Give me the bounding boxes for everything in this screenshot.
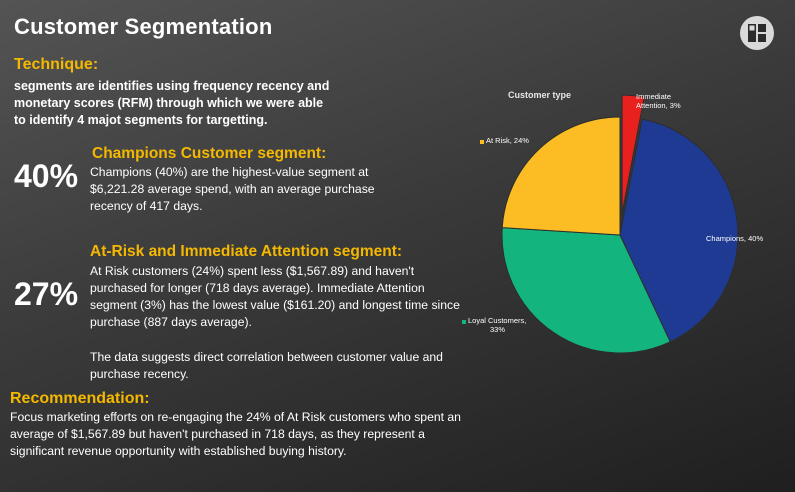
at-risk-percent: 27% [14,276,79,312]
data-label-champions: Champions, 40% [706,234,763,243]
data-label-at-risk: At Risk, 24% [486,136,529,145]
champions-heading: Champions Customer segment: [92,145,327,162]
label-marker-at-risk [480,140,484,144]
page-title: Customer Segmentation [14,14,273,39]
label-marker-champions [700,238,704,242]
logo-icon [740,16,774,50]
technique-heading: Technique: [14,56,99,73]
correlation-note: The data suggests direct correlation bet… [90,350,443,381]
champions-percent: 40% [14,158,79,194]
data-label-immediate-attention: Immediate Attention, 3% [636,92,681,110]
customer-type-pie-chart: Customer type Champions, 40% Loyal Custom… [462,90,763,354]
pie-slice-loyal-customers [501,227,671,354]
pie-slice-immediate-attention [621,94,645,214]
recommendation-body: Focus marketing efforts on re-engaging t… [10,410,461,458]
champions-body: Champions (40%) are the highest-value se… [90,165,375,213]
at-risk-heading: At-Risk and Immediate Attention segment: [90,243,403,260]
recommendation-heading: Recommendation: [10,390,150,407]
pie-slice-at-risk [501,116,621,236]
data-label-loyal-customers: Loyal Customers, 33% [468,316,526,334]
at-risk-body: At Risk customers (24%) spent less ($1,5… [90,264,460,329]
pie-slice-champions [619,118,739,343]
chart-title: Customer type [508,90,571,100]
label-marker-loyal-customers [462,320,466,324]
label-marker-immediate-attention [624,96,628,100]
technique-body: segments are identifies using frequency … [14,79,330,127]
